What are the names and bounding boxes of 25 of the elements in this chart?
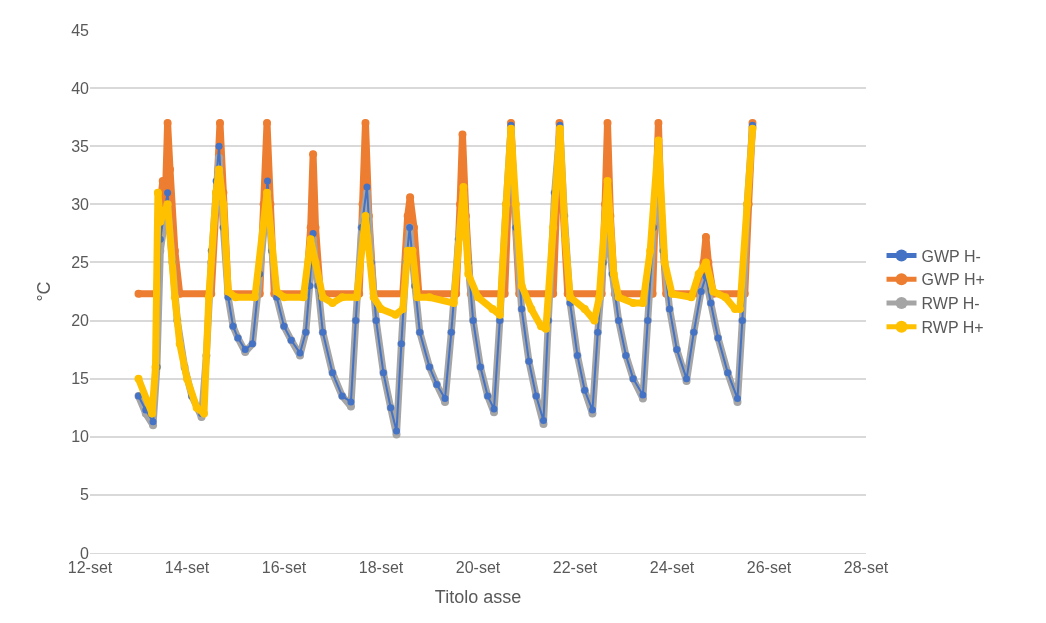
- y-tick-label: 35: [71, 137, 90, 155]
- y-tick-label: 10: [71, 428, 90, 446]
- x-tick-label: 12-set: [67, 559, 113, 577]
- y-tick-label: 20: [71, 312, 90, 330]
- legend-label: GWP H+: [921, 271, 985, 289]
- legend-label: RWP H+: [921, 319, 984, 337]
- y-tick-label: 25: [71, 254, 90, 272]
- y-tick-label: 5: [80, 486, 90, 504]
- x-tick-label: 24-set: [649, 559, 695, 577]
- legend-label: GWP H-: [921, 247, 981, 265]
- y-tick-label: 0: [80, 544, 90, 562]
- x-tick-label: 20-set: [455, 559, 501, 577]
- x-tick-label: 18-set: [358, 559, 404, 577]
- x-axis-title: Titolo asse: [434, 587, 522, 608]
- x-tick-label: 22-set: [552, 559, 598, 577]
- x-tick-label: 16-set: [261, 559, 307, 577]
- x-tick-label: 28-set: [843, 559, 889, 577]
- y-tick-label: 45: [71, 21, 90, 39]
- y-tick-label: 40: [71, 79, 90, 97]
- x-tick-label: 14-set: [164, 559, 210, 577]
- x-tick-label: 26-set: [746, 559, 792, 577]
- legend-label: RWP H-: [921, 295, 980, 313]
- y-tick-label: 15: [71, 370, 90, 388]
- y-axis-title: °C: [34, 281, 55, 302]
- y-tick-label: 30: [71, 195, 90, 213]
